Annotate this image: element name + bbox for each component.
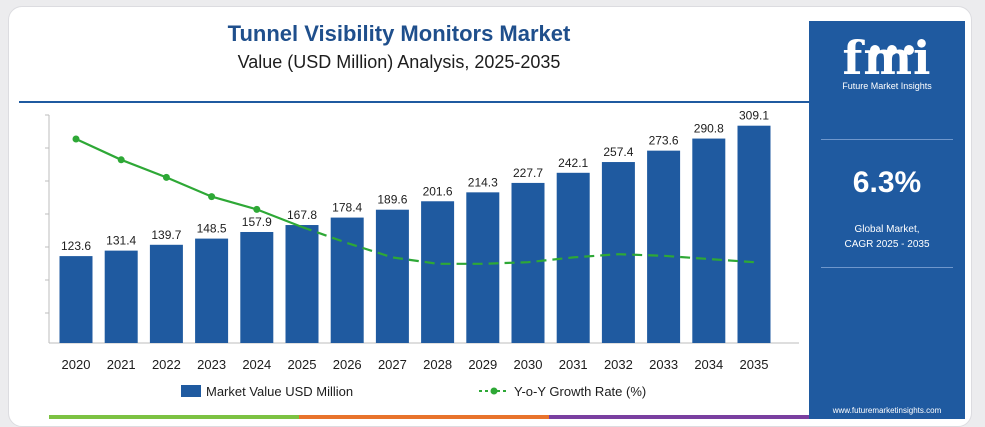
footer-bar-green [49, 415, 299, 419]
x-tick-label: 2028 [423, 357, 452, 372]
x-tick-label: 2030 [514, 357, 543, 372]
fmi-logo: fmi Future Market Insights [809, 35, 965, 91]
cagr-label: Global Market, CAGR 2025 - 2035 [809, 222, 965, 252]
bar [104, 250, 138, 343]
data-label: 189.6 [377, 193, 407, 207]
growth-point [208, 193, 216, 201]
bar [737, 125, 771, 344]
cagr-value: 6.3% [852, 166, 922, 199]
footer-bar-purple [549, 415, 809, 419]
x-tick-label: 2035 [740, 357, 769, 372]
brand-sidebar: fmi Future Market Insights 6.3% Global M… [809, 21, 965, 419]
logo-text: fmi [842, 31, 932, 85]
x-tick-label: 2023 [197, 357, 226, 372]
data-label: 167.8 [287, 208, 317, 222]
bar [466, 192, 500, 343]
x-tick-label: 2031 [559, 357, 588, 372]
growth-point [117, 156, 125, 164]
data-label: 123.6 [61, 239, 91, 253]
x-tick-label: 2027 [378, 357, 407, 372]
x-tick-label: 2033 [649, 357, 678, 372]
bar [330, 217, 364, 343]
bar [285, 225, 319, 343]
logo-icons [870, 45, 914, 55]
legend-line-marker [490, 387, 498, 395]
x-tick-label: 2029 [468, 357, 497, 372]
bar [149, 244, 183, 343]
data-label: 309.1 [739, 109, 769, 123]
x-tick-label: 2032 [604, 357, 633, 372]
bar [240, 231, 274, 343]
growth-point [72, 135, 80, 143]
data-label: 148.5 [197, 222, 227, 236]
footer-bar-orange [299, 415, 549, 419]
bar [59, 256, 93, 343]
legend-bar-label: Market Value USD Million [206, 384, 353, 399]
cagr-label-line2: CAGR 2025 - 2035 [844, 239, 930, 250]
data-label: 214.3 [468, 175, 498, 189]
x-tick-label: 2022 [152, 357, 181, 372]
legend-bar-swatch [181, 385, 201, 397]
bar [692, 138, 726, 343]
cagr-label-line1: Global Market, [854, 224, 920, 235]
bar-line-chart: 123.6 2020 131.4 2021 139.7 2022 148.5 2023 157.… [45, 109, 799, 399]
sidebar-divider-bottom [821, 267, 953, 268]
bar [195, 238, 229, 343]
data-label: 201.6 [423, 184, 453, 198]
logo-subtitle: Future Market Insights [842, 81, 932, 91]
growth-point [162, 173, 170, 181]
data-label: 257.4 [603, 145, 633, 159]
x-tick-label: 2024 [242, 357, 271, 372]
data-label: 290.8 [694, 122, 724, 136]
title-divider [19, 101, 809, 103]
website-link[interactable]: www.futuremarketinsights.com [832, 406, 942, 415]
bar [375, 209, 409, 343]
x-tick-label: 2034 [694, 357, 723, 372]
bar [647, 150, 681, 343]
data-label: 178.4 [332, 201, 362, 215]
chart-title: Tunnel Visibility Monitors Market [227, 21, 571, 46]
data-label: 131.4 [106, 234, 136, 248]
growth-point [253, 205, 261, 213]
chart-card: Tunnel Visibility Monitors Market Value … [8, 6, 972, 427]
legend-line-label: Y-o-Y Growth Rate (%) [514, 384, 646, 399]
sidebar-divider-top [821, 139, 953, 140]
chart-subtitle: Value (USD Million) Analysis, 2025-2035 [237, 52, 561, 72]
x-tick-label: 2026 [333, 357, 362, 372]
data-label: 139.7 [151, 228, 181, 242]
data-label: 157.9 [242, 215, 272, 229]
bar [601, 162, 635, 343]
data-label: 227.7 [513, 166, 543, 180]
growth-line-forecast [301, 225, 755, 265]
data-label: 242.1 [558, 156, 588, 170]
bar [421, 201, 455, 343]
x-tick-label: 2025 [288, 357, 317, 372]
growth-line [75, 138, 303, 229]
x-tick-label: 2020 [62, 357, 91, 372]
x-tick-label: 2021 [107, 357, 136, 372]
data-label: 273.6 [649, 134, 679, 148]
